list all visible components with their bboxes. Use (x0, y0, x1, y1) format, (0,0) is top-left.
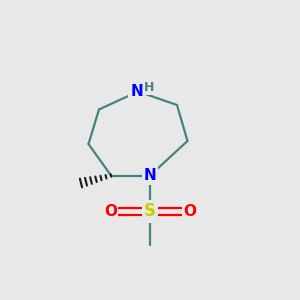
Text: N: N (144, 168, 156, 183)
Text: O: O (104, 204, 117, 219)
Text: O: O (183, 204, 196, 219)
Text: S: S (144, 202, 156, 220)
Text: H: H (144, 81, 154, 94)
Text: N: N (130, 84, 143, 99)
